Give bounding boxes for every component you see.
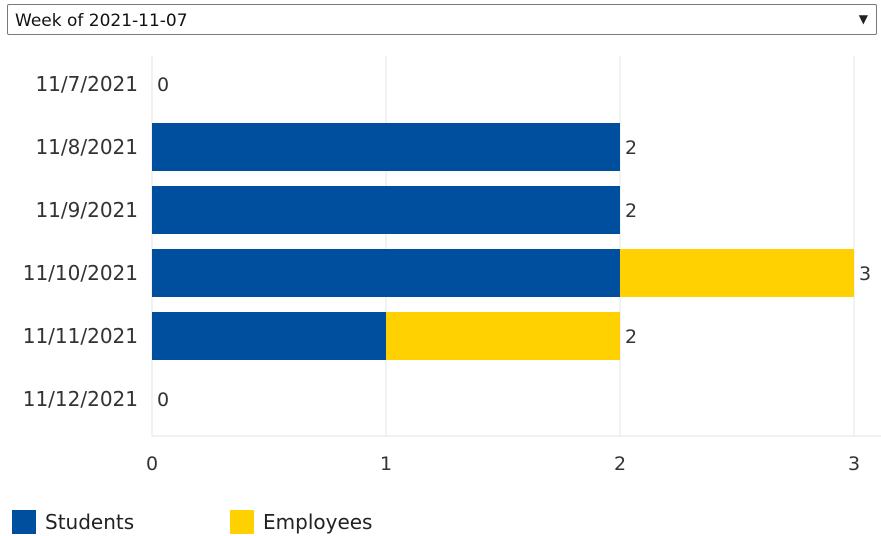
bar-students (152, 186, 620, 234)
legend-swatch (12, 510, 36, 534)
legend-swatch (230, 510, 254, 534)
caret-down-icon: ▼ (858, 12, 868, 26)
y-category-label: 11/9/2021 (35, 198, 138, 222)
week-select-value: Week of 2021-11-07 (15, 11, 188, 31)
bar-employees (386, 312, 620, 360)
data-label: 0 (157, 74, 169, 96)
legend-label: Students (45, 510, 135, 534)
bar-students (152, 312, 386, 360)
data-label: 2 (625, 326, 637, 348)
x-tick-label: 1 (380, 453, 392, 475)
y-category-label: 11/7/2021 (35, 72, 138, 96)
y-category-label: 11/8/2021 (35, 135, 138, 159)
x-tick-label: 3 (848, 453, 860, 475)
legend-label: Employees (263, 510, 373, 534)
bar-students (152, 123, 620, 171)
x-tick-label: 2 (614, 453, 626, 475)
bar-students (152, 249, 620, 297)
y-category-label: 11/10/2021 (23, 261, 138, 285)
data-label: 0 (157, 389, 169, 411)
legend-item-employees[interactable]: Employees (230, 510, 372, 534)
x-tick-label: 0 (146, 453, 158, 475)
data-label: 3 (859, 263, 871, 285)
data-label: 2 (625, 200, 637, 222)
data-label: 2 (625, 137, 637, 159)
bar-chart: 0 1 2 3 11/7/2021 0 11/8/2021 2 11/9/2021 2 11/10/… (23, 56, 881, 475)
bar-employees (620, 249, 854, 297)
y-category-label: 11/11/2021 (23, 324, 138, 348)
y-category-label: 11/12/2021 (23, 387, 138, 411)
week-select[interactable]: Week of 2021-11-07 ▼ (7, 4, 877, 35)
legend-item-students[interactable]: Students (12, 510, 134, 534)
